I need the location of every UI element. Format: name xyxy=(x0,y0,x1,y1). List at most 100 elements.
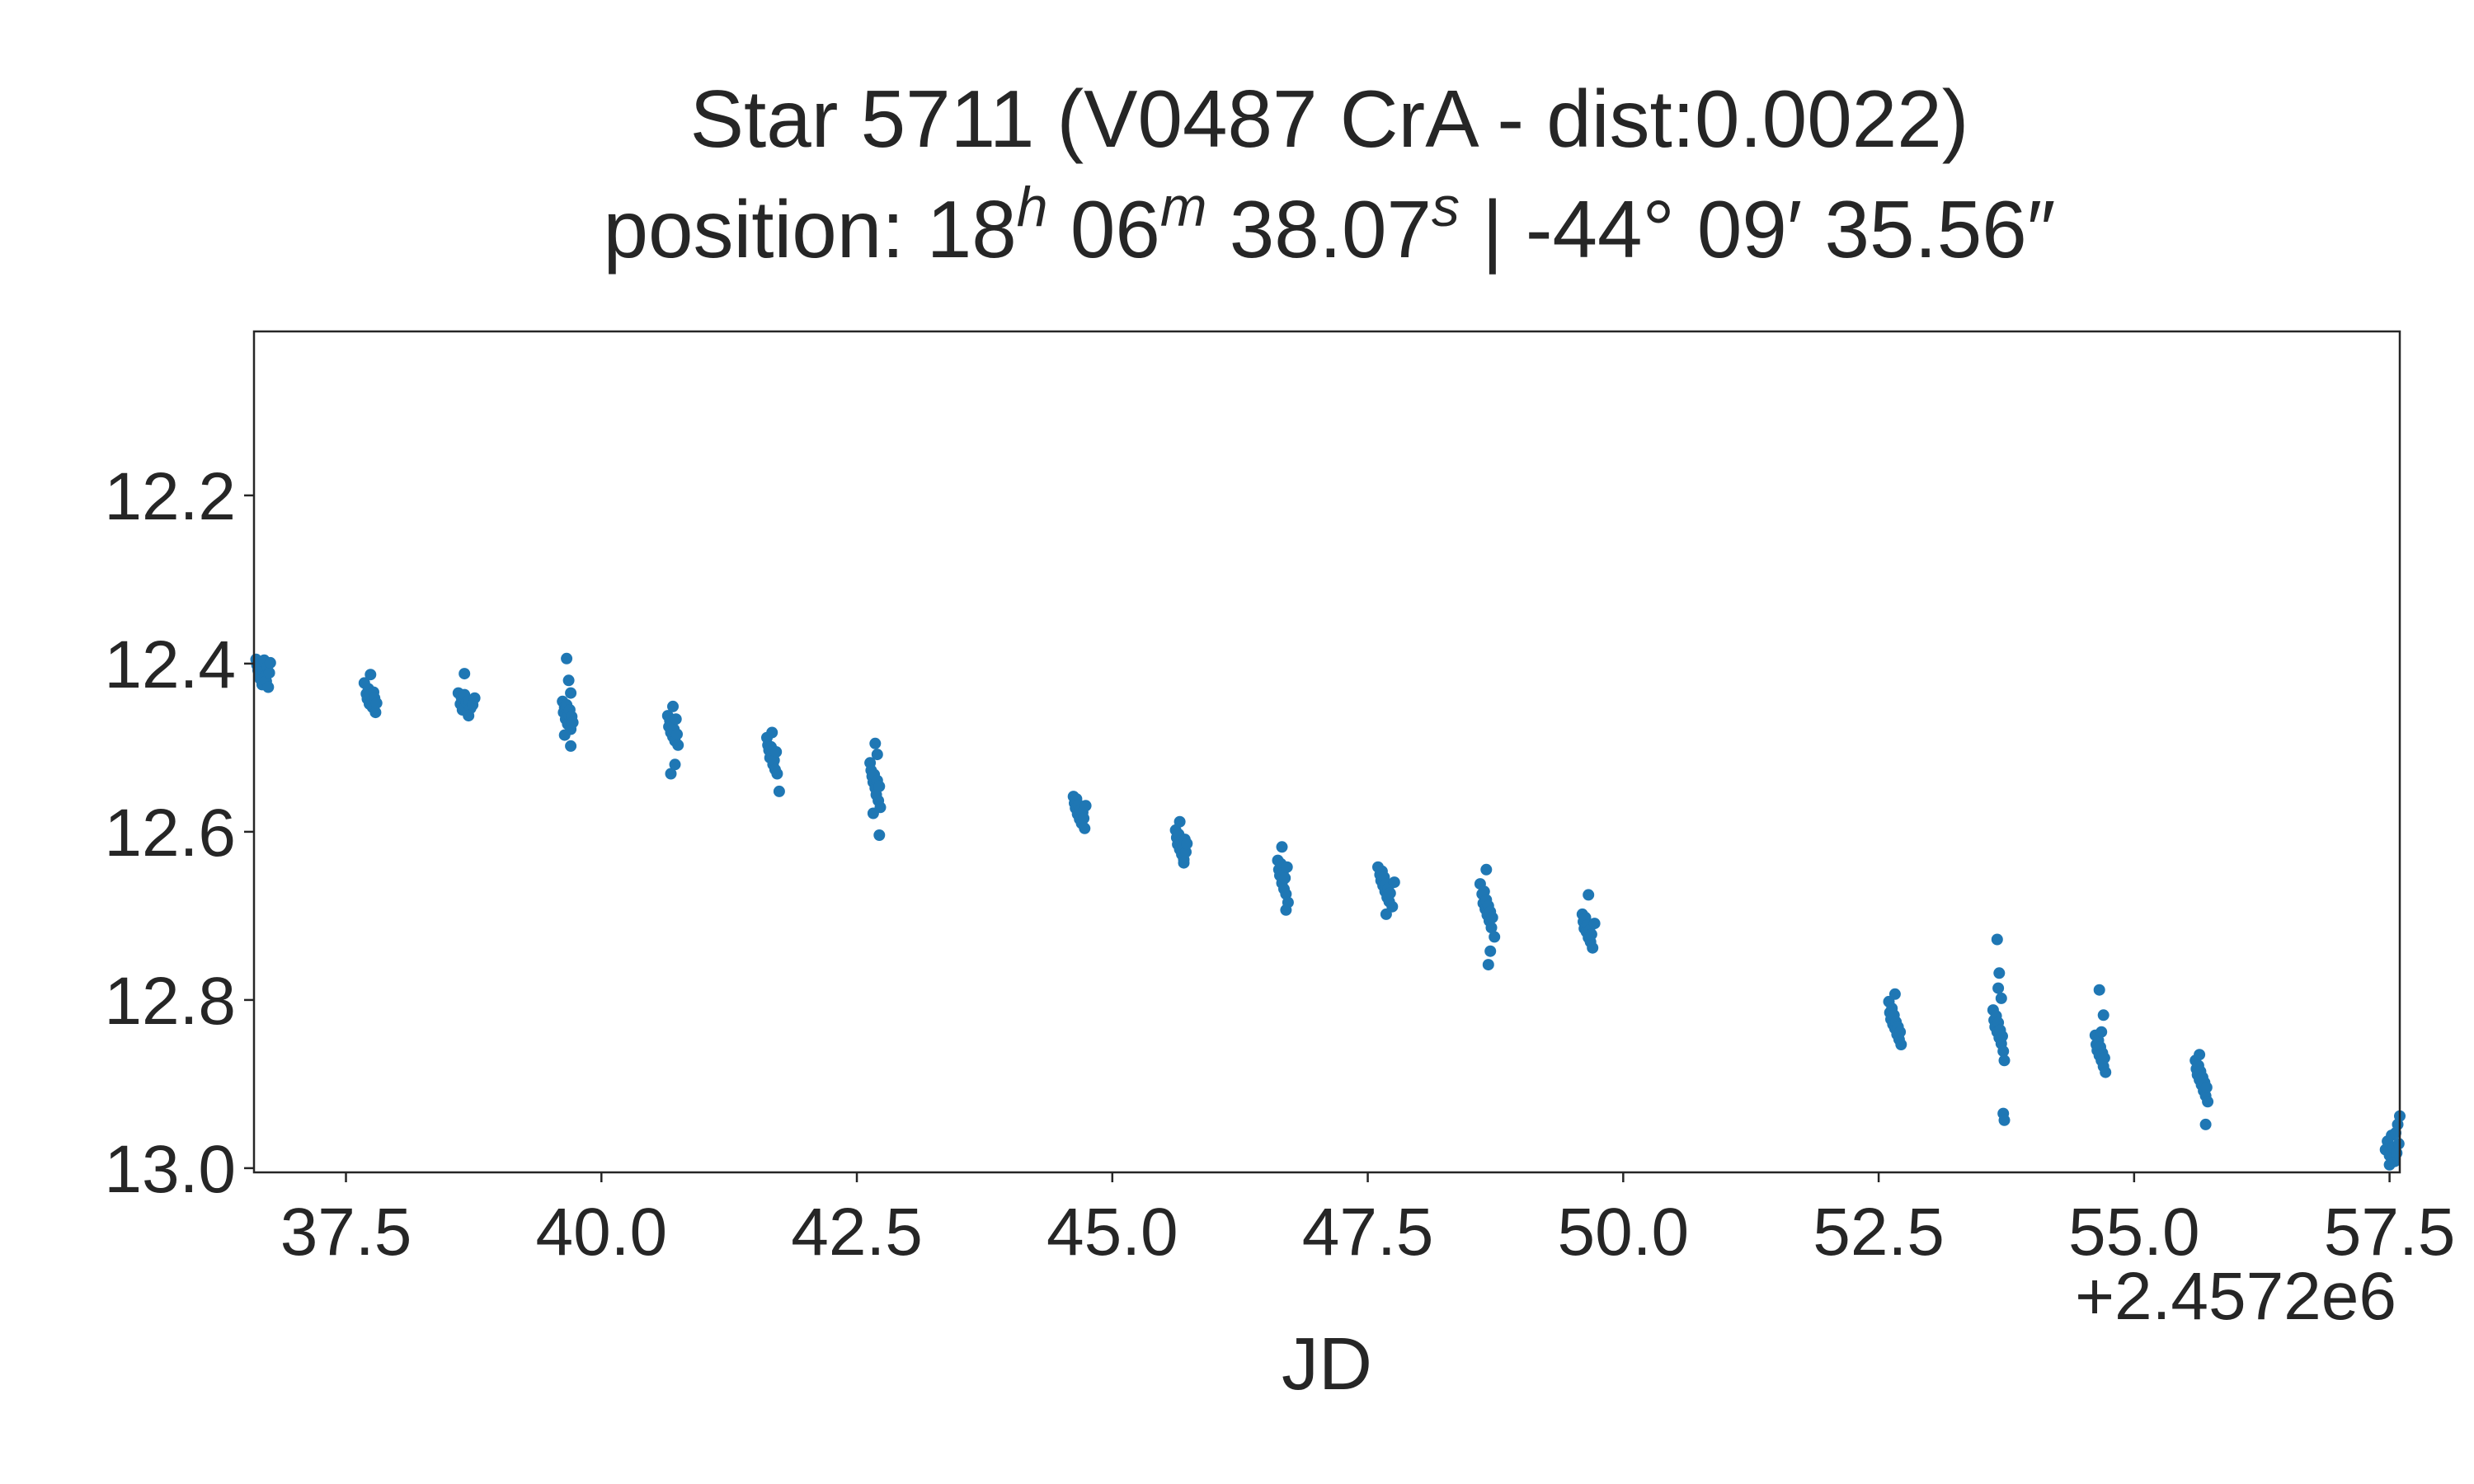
data-point xyxy=(2383,1158,2396,1171)
x-axis-offset-label: +2.4572e6 xyxy=(2075,1259,2396,1334)
data-point xyxy=(264,656,276,669)
data-point xyxy=(869,737,882,749)
data-point xyxy=(2100,1066,2112,1078)
data-point xyxy=(771,768,783,780)
subtitle-part4: | -44° 09′ 35.56″ xyxy=(1460,184,2056,275)
data-point xyxy=(669,758,681,771)
data-point xyxy=(665,768,677,780)
chart-subtitle: position: 18h 06m 38.07s | -44° 09′ 35.5… xyxy=(604,176,2056,275)
data-point xyxy=(1489,931,1501,943)
data-point xyxy=(1486,911,1498,923)
data-point xyxy=(1279,872,1291,884)
data-point xyxy=(873,780,886,792)
subtitle-sup-s: s xyxy=(1432,176,1460,238)
data-point xyxy=(370,697,383,709)
data-point xyxy=(867,807,879,819)
data-point xyxy=(1276,841,1288,853)
data-point xyxy=(1482,959,1494,971)
data-point xyxy=(670,713,682,726)
data-point xyxy=(1894,1026,1907,1038)
plot-frame xyxy=(252,330,2401,1174)
subtitle-part2: 06 xyxy=(1048,184,1160,275)
data-point xyxy=(1895,1039,1907,1050)
data-point xyxy=(1997,1030,2008,1042)
x-tick-label: 47.5 xyxy=(1302,1195,1434,1270)
x-axis-ticks: 37.5 40.0 42.5 45.0 47.5 50.0 52.5 55.0 57.5 xyxy=(280,1172,2456,1270)
y-axis-ticks: 12.2 12.4 12.6 12.8 13.0 xyxy=(104,459,254,1207)
chart-title: Star 5711 (V0487 CrA - dist:0.0022) xyxy=(690,73,1969,164)
data-point xyxy=(2095,1026,2108,1038)
data-point xyxy=(1388,876,1400,889)
data-point xyxy=(1997,1045,2010,1058)
data-point xyxy=(1281,861,1293,873)
x-tick-label: 52.5 xyxy=(1813,1195,1945,1270)
data-point xyxy=(2194,1049,2206,1061)
x-tick-label: 45.0 xyxy=(1047,1195,1178,1270)
y-tick-label: 12.2 xyxy=(104,459,236,534)
data-point xyxy=(1181,838,1193,850)
data-point xyxy=(463,710,475,722)
data-point xyxy=(561,652,573,665)
subtitle-prefix: position: 18 xyxy=(604,184,1017,275)
data-point xyxy=(1583,889,1595,901)
data-point xyxy=(1079,822,1091,834)
x-tick-label: 40.0 xyxy=(535,1195,667,1270)
data-point xyxy=(2093,984,2105,996)
data-point xyxy=(1485,922,1498,934)
data-point xyxy=(2200,1082,2213,1093)
data-point xyxy=(770,746,783,758)
data-point xyxy=(1888,988,1901,1000)
data-point xyxy=(565,740,577,752)
data-point xyxy=(1380,908,1392,920)
data-point xyxy=(1178,857,1190,869)
y-tick-label: 12.6 xyxy=(104,796,236,871)
data-point xyxy=(567,716,579,729)
data-point xyxy=(1998,1114,2011,1126)
data-point xyxy=(1174,815,1186,828)
data-point xyxy=(1384,887,1396,899)
data-point xyxy=(1993,967,2006,979)
data-point xyxy=(1484,945,1497,957)
x-tick-label: 42.5 xyxy=(791,1195,923,1270)
x-tick-label: 57.5 xyxy=(2324,1195,2456,1270)
data-point xyxy=(2097,1009,2109,1021)
data-point xyxy=(672,739,684,751)
x-tick-label: 50.0 xyxy=(1558,1195,1690,1270)
data-point xyxy=(558,729,571,741)
data-point xyxy=(262,681,275,693)
data-point xyxy=(1078,812,1090,824)
data-point xyxy=(369,707,382,719)
y-tick-label: 12.8 xyxy=(104,964,236,1039)
x-tick-label: 55.0 xyxy=(2068,1195,2200,1270)
data-point xyxy=(2202,1096,2214,1108)
data-point xyxy=(1995,992,2007,1004)
data-point xyxy=(1588,918,1601,930)
data-point xyxy=(468,692,481,704)
data-points xyxy=(250,652,2406,1171)
subtitle-sup-h: h xyxy=(1017,176,1048,238)
data-point xyxy=(1280,904,1292,916)
data-point xyxy=(1585,928,1597,941)
data-point xyxy=(1587,942,1599,954)
data-point xyxy=(2098,1052,2110,1064)
data-point xyxy=(1480,863,1493,876)
x-axis-label: JD xyxy=(1282,1323,1372,1406)
subtitle-sup-m: m xyxy=(1160,176,1207,238)
data-point xyxy=(671,728,683,740)
subtitle-part3: 38.07 xyxy=(1206,184,1431,275)
data-point xyxy=(565,687,577,699)
data-point xyxy=(773,785,785,797)
data-point xyxy=(766,726,778,739)
data-point xyxy=(1991,933,2003,946)
data-point xyxy=(365,669,377,681)
data-point xyxy=(667,700,679,712)
y-tick-label: 12.4 xyxy=(104,627,236,702)
data-point xyxy=(871,749,883,761)
data-point xyxy=(562,674,575,687)
data-point xyxy=(1180,846,1192,858)
data-point xyxy=(2199,1118,2212,1130)
data-point xyxy=(1992,982,2005,994)
